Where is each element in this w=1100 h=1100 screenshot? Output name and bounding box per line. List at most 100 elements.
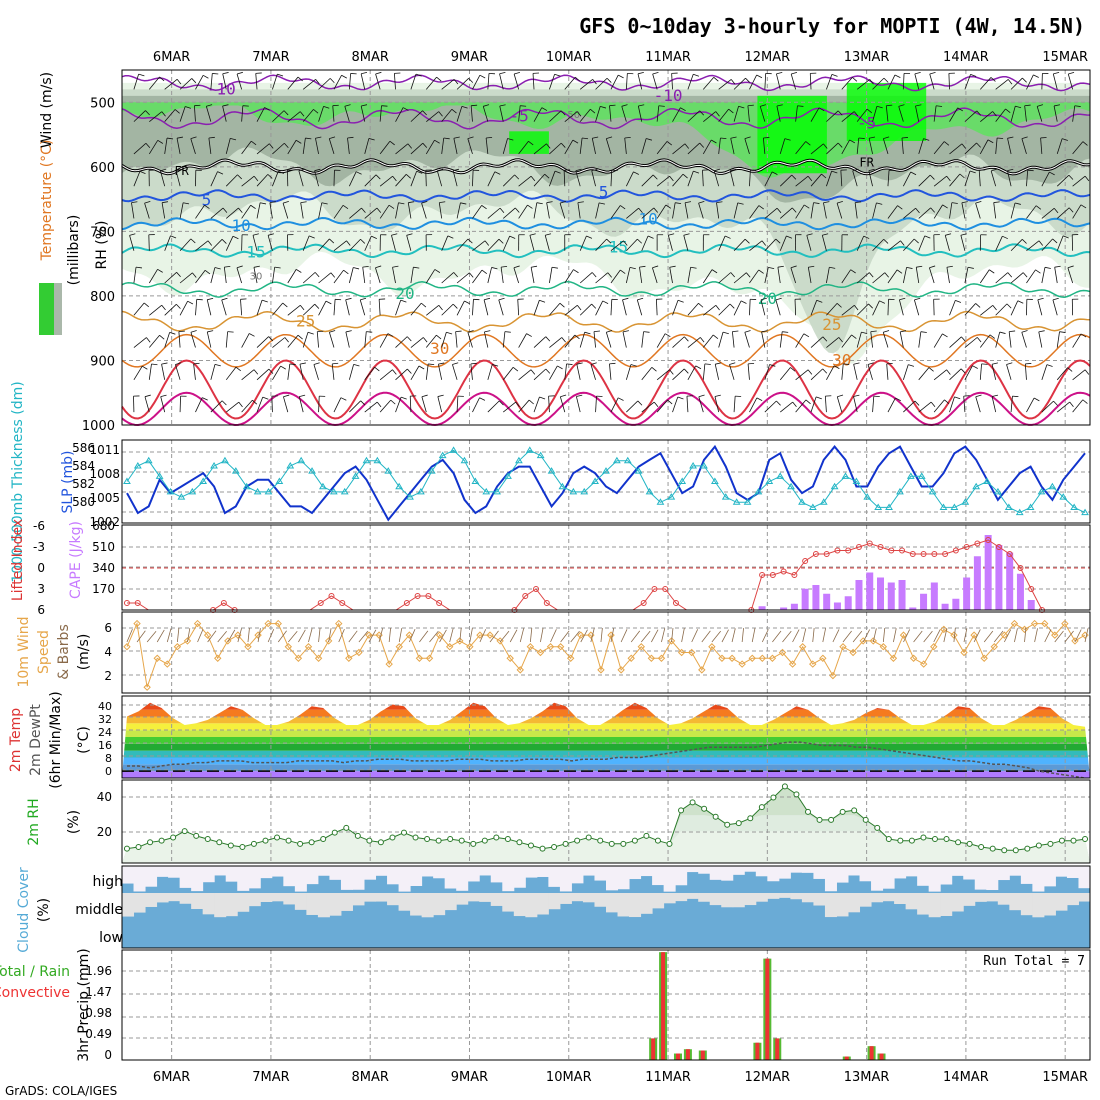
wind-barb <box>359 299 366 316</box>
wind-barb <box>225 366 237 381</box>
wind-barb <box>758 205 764 210</box>
wind-barb <box>267 235 273 251</box>
wind-barb <box>680 107 686 112</box>
wind-barb <box>883 330 890 333</box>
cloud-clear <box>1043 893 1056 916</box>
rh-point <box>400 829 407 836</box>
wind-barb <box>882 138 889 155</box>
cloud-clear <box>202 866 215 883</box>
wind-barb <box>747 363 750 380</box>
wind-barb <box>1041 364 1048 380</box>
wind-barb <box>406 233 413 236</box>
cape-bar <box>920 593 928 610</box>
wind-barb <box>992 111 997 117</box>
wind-barb <box>299 394 306 397</box>
rh-point <box>955 839 962 846</box>
wind-barb <box>252 399 258 405</box>
wind-barb <box>930 207 935 213</box>
credit-text: GrADS: COLA/IGES <box>5 1084 117 1098</box>
wind-barb <box>410 365 420 381</box>
wind-barb <box>841 111 855 122</box>
wind-barb <box>807 267 812 284</box>
cloud-clear <box>917 866 930 886</box>
wind-barb <box>576 362 583 365</box>
thickness-point <box>1004 503 1013 510</box>
wind-speed-point <box>577 631 585 639</box>
cloud-clear <box>824 893 837 918</box>
wind-speed-point <box>365 631 373 639</box>
wind10m-panel: 642 <box>104 611 1091 694</box>
wind-barb <box>901 137 908 139</box>
wind-barb <box>249 333 255 337</box>
wind-speed-point <box>173 643 182 651</box>
wind-barb <box>762 137 766 154</box>
wind-barb <box>422 142 428 148</box>
wind-barb <box>333 240 347 252</box>
thickness-point <box>525 446 534 453</box>
wind-barb <box>584 331 591 335</box>
wind-barb <box>344 104 351 107</box>
cloud-clear <box>271 866 284 877</box>
li-point <box>522 593 529 599</box>
li-point <box>1028 586 1035 592</box>
wind-barb <box>500 267 504 284</box>
wind-speed-point <box>203 631 212 639</box>
wind-barb <box>887 205 898 219</box>
wind-barb <box>559 302 565 308</box>
rh-point <box>781 783 788 790</box>
cloud-clear <box>145 893 158 907</box>
wind-barb <box>564 304 578 316</box>
thickness-point <box>841 472 850 479</box>
wind-barb <box>671 73 673 90</box>
wind-barb <box>702 77 715 90</box>
wind-barb <box>531 265 538 268</box>
wind-barb <box>236 71 243 75</box>
wind-barb <box>949 396 955 413</box>
thickness-point <box>460 456 469 464</box>
wind-barb <box>333 397 342 413</box>
rh-point <box>493 834 500 841</box>
wind-barb <box>782 630 792 643</box>
wind-barb <box>207 297 214 301</box>
cloud-clear <box>594 866 607 881</box>
wind-barb <box>274 266 281 269</box>
slp-tick: 1008 <box>89 467 120 481</box>
wind-barb <box>1038 240 1044 246</box>
wind-barb <box>1068 207 1074 213</box>
thickness-point <box>710 477 719 484</box>
wind-barb <box>948 73 950 90</box>
wind-barb <box>821 173 827 179</box>
wind-barb <box>405 174 411 179</box>
date-label-top: 13MAR <box>844 50 890 65</box>
wind-barb <box>489 630 499 643</box>
rh-point <box>678 807 685 814</box>
wind-barb <box>714 364 720 380</box>
wind-barb <box>906 266 913 269</box>
wind-barb <box>151 363 158 366</box>
li-point <box>1017 565 1024 571</box>
wind-barb <box>502 174 515 187</box>
wind-barb <box>951 202 958 204</box>
wind-barb <box>1002 235 1008 240</box>
wind-barb <box>331 363 335 380</box>
thickness-point <box>286 461 295 469</box>
cloud-clear <box>133 893 146 913</box>
wind-barb <box>672 202 676 219</box>
wind-barb <box>325 300 332 305</box>
wind-barb <box>441 303 454 316</box>
thickness-point <box>1048 482 1057 490</box>
wind-barb <box>268 368 274 374</box>
wind-barb <box>157 268 163 273</box>
precip-tick: 0 <box>104 1048 112 1062</box>
thickness-point <box>177 493 186 500</box>
wind-barb <box>983 630 994 643</box>
cloud-clear <box>698 893 711 902</box>
wind-barb <box>289 363 296 366</box>
wind-barb <box>995 236 1003 251</box>
rh-point <box>712 813 719 820</box>
thickness-point <box>787 482 795 490</box>
thickness-point <box>504 472 512 479</box>
wind-barb <box>530 175 536 182</box>
rh-point <box>724 821 731 828</box>
wind-barb <box>533 143 547 155</box>
